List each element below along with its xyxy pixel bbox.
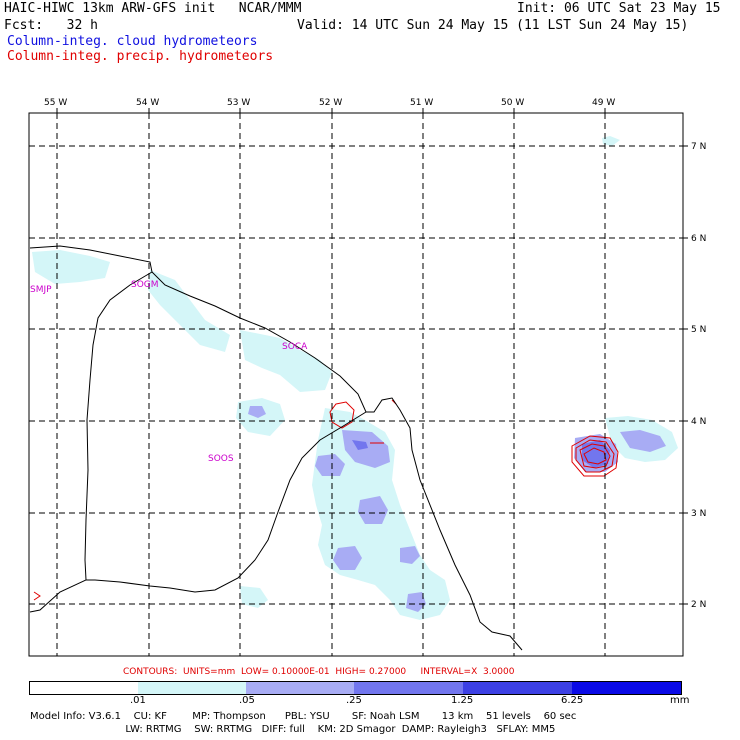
- colorbar-label: .01: [130, 695, 146, 706]
- station-label-sogm: SOGM: [131, 280, 159, 290]
- model-info-line-1: Model Info: V3.6.1 CU: KF MP: Thompson P…: [30, 711, 577, 722]
- valid-time: Valid: 14 UTC Sun 24 May 15 (11 LST Sun …: [297, 18, 689, 33]
- cloud-legend: Column-integ. cloud hydrometeors: [7, 34, 258, 49]
- colorbar-segment: [572, 682, 681, 694]
- lon-label: 55 W: [44, 98, 67, 108]
- init-time: Init: 06 UTC Sat 23 May 15: [517, 1, 721, 16]
- lat-lon-grid: [29, 113, 683, 656]
- colorbar-unit: mm: [670, 695, 690, 706]
- lat-label: 4 N: [691, 417, 706, 427]
- colorbar-segment: [354, 682, 463, 694]
- model-info-line-2: LW: RRTMG SW: RRTMG DIFF: full KM: 2D Sm…: [30, 724, 556, 735]
- forecast-hour: Fcst: 32 h: [4, 18, 98, 33]
- lon-label: 54 W: [136, 98, 159, 108]
- contours-info: CONTOURS: UNITS=mm LOW= 0.10000E-01 HIGH…: [123, 667, 515, 677]
- colorbar: [29, 681, 682, 695]
- station-label-soos: SOOS: [208, 454, 234, 464]
- model-title: HAIC-HIWC 13km ARW-GFS init NCAR/MMM: [4, 1, 302, 16]
- lat-label: 2 N: [691, 600, 706, 610]
- station-label-smjp: SMJP: [30, 285, 52, 295]
- map-frame: [28, 112, 684, 657]
- axis-ticks: [56, 108, 688, 605]
- lon-label: 53 W: [227, 98, 250, 108]
- colorbar-segment: [30, 682, 138, 694]
- lon-label: 51 W: [410, 98, 433, 108]
- station-label-soca: SOCA: [282, 342, 308, 352]
- lat-label: 6 N: [691, 234, 706, 244]
- precip-contours: [33, 399, 619, 601]
- colorbar-segment: [463, 682, 572, 694]
- lon-label: 49 W: [592, 98, 615, 108]
- colorbar-label: 1.25: [451, 695, 474, 706]
- lat-label: 7 N: [691, 142, 706, 152]
- colorbar-label: 6.25: [561, 695, 584, 706]
- lon-label: 50 W: [501, 98, 524, 108]
- colorbar-segment: [138, 682, 246, 694]
- colorbar-label: .25: [346, 695, 362, 706]
- colorbar-label: .05: [239, 695, 255, 706]
- coastlines: [29, 245, 523, 651]
- lat-label: 5 N: [691, 325, 706, 335]
- lon-label: 52 W: [319, 98, 342, 108]
- colorbar-segment: [246, 682, 354, 694]
- lat-label: 3 N: [691, 509, 706, 519]
- precip-legend: Column-integ. precip. hydrometeors: [7, 49, 274, 64]
